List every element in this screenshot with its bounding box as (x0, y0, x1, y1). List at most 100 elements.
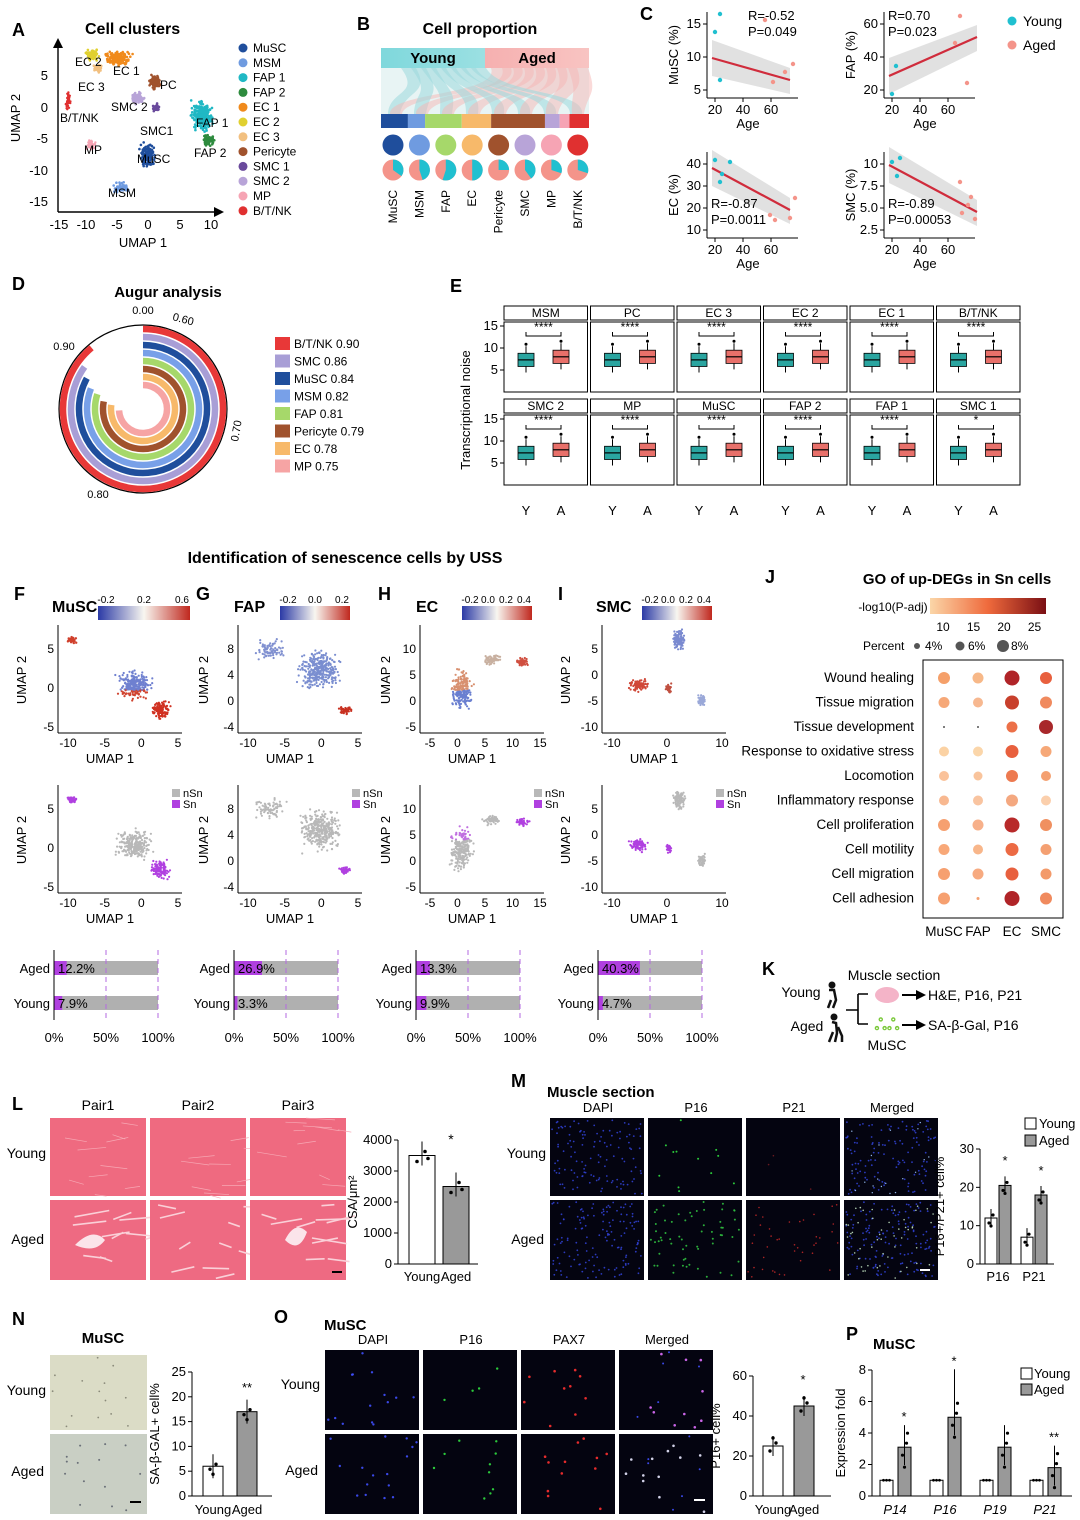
umap-cluster (150, 858, 172, 881)
legend-aged-label: Aged (1034, 1382, 1064, 1397)
colorbar-tick: -0.2 (461, 595, 479, 606)
panel-letter: H (378, 584, 391, 604)
umap-xlabel: UMAP 1 (266, 911, 314, 926)
scatter-point (772, 217, 778, 223)
musc-cells-icon: ஃஃ (874, 1017, 900, 1034)
micro-bg (521, 1434, 615, 1514)
facet-title: EC 2 (792, 306, 819, 320)
x-label: Aged (441, 1269, 471, 1284)
pie-young (577, 159, 589, 174)
outlier (611, 342, 614, 346)
panel-j-letter: J (765, 567, 775, 587)
panel-k-sa: SA-β-Gal, P16 (928, 1017, 1019, 1033)
go-dot (1005, 695, 1019, 710)
go-dot (1040, 672, 1052, 684)
go-dot (943, 726, 945, 728)
scatter-point (762, 17, 768, 23)
pair-label: Pair3 (282, 1097, 315, 1113)
panel-k-he: H&E, P16, P21 (928, 987, 1022, 1003)
facet-title: SMC 2 (527, 399, 564, 413)
legend-swatch (238, 161, 248, 171)
augur-tick: 0.00 (132, 305, 153, 317)
outlier (819, 432, 822, 436)
pie-young (442, 159, 457, 181)
umap-cluster (627, 678, 649, 694)
fiber-line (256, 1151, 287, 1158)
y-tick-label: 10 (960, 1218, 974, 1233)
outlier (905, 339, 909, 343)
bar-value: 26.9% (238, 961, 275, 976)
panel-title: SMC (596, 599, 632, 616)
y-tick-label: 25 (172, 1364, 186, 1379)
legend-swatch (275, 424, 290, 438)
flow-young (441, 68, 505, 114)
go-term-label: Tissue migration (815, 695, 914, 710)
y-tick-label: 5 (179, 1463, 186, 1478)
colorbar-tick: 0.2 (335, 595, 349, 606)
channel-label: DAPI (358, 1332, 388, 1347)
umap-ytick: 8 (227, 642, 234, 656)
bar (408, 1155, 436, 1265)
panel-b-pies (382, 159, 589, 181)
sn-swatch (352, 800, 360, 808)
flow-aged (415, 68, 523, 114)
x-label: Aged (789, 1502, 819, 1517)
data-point (935, 1478, 938, 1482)
sig-label: ** (1049, 1430, 1059, 1445)
panel-n-chart: 25 20 15 10 5 0 SA-β-GAL+ cell% Young Aged ** (147, 1364, 272, 1517)
flow-young (431, 68, 479, 114)
scatter-point (889, 91, 895, 97)
panel-b-title: Cell proportion (423, 21, 538, 38)
go-dot (973, 771, 983, 781)
bar-value: 12.2% (58, 961, 95, 976)
legend-aged-swatch (1020, 1383, 1033, 1396)
x-tick-label: 20 (708, 102, 722, 117)
panel-a-ylabel: UMAP 2 (8, 94, 23, 142)
umap-ytick: 5 (47, 642, 54, 656)
panel-l-chart: 4000 3000 2000 1000 0 CSA/μm² Young Aged * (345, 1131, 478, 1284)
bar-sn-fill (54, 996, 63, 1010)
fiber-line (88, 1174, 108, 1178)
gene-label: P16 (933, 1502, 957, 1517)
colorbar-tick: 0.0 (661, 595, 675, 606)
panel-a-clusters (64, 48, 216, 194)
legend-label: MuSC 0.84 (294, 372, 354, 386)
go-dot (1040, 746, 1052, 757)
nsn-label: nSn (363, 788, 383, 800)
fiber-line (188, 1155, 215, 1159)
cluster-label: EC 1 (113, 64, 140, 78)
outlier (611, 435, 614, 439)
legend-swatch (238, 58, 248, 68)
umap-ytick: -4 (223, 720, 234, 734)
e-ytick-label: 5 (491, 362, 498, 377)
data-point (1055, 1452, 1060, 1456)
cell-label: FAP (439, 190, 453, 213)
bar-axis-tick: 100% (321, 1030, 355, 1045)
scatter-point (719, 171, 725, 177)
umap-ytick: 5 (47, 802, 54, 816)
bar (1029, 1479, 1044, 1497)
scatter-point (894, 173, 900, 179)
augur-ring (67, 333, 219, 485)
bar (442, 1186, 470, 1265)
sig-label: **** (534, 413, 553, 427)
fiber-gap (157, 1204, 177, 1210)
cell-circle (382, 134, 404, 156)
fiber-gap (311, 1237, 347, 1245)
umap-ylabel: UMAP 2 (196, 816, 211, 864)
facet-title: MP (623, 399, 641, 413)
fiber-gap (159, 1211, 186, 1219)
row-label-aged: Aged (11, 1463, 44, 1479)
x-label: Young (404, 1269, 440, 1284)
umap-ytick: 0 (591, 828, 598, 842)
bar-background (234, 996, 338, 1010)
panel-b-proportion-bar (381, 114, 589, 128)
colorbar-tick: 0.2 (137, 595, 151, 606)
fiber-gap (270, 1218, 303, 1226)
umap-cluster (254, 638, 285, 661)
pie-young (551, 159, 562, 174)
scatter-point (959, 210, 965, 216)
facet-title: SMC 1 (960, 399, 997, 413)
panel-a-title: Cell clusters (85, 21, 180, 38)
